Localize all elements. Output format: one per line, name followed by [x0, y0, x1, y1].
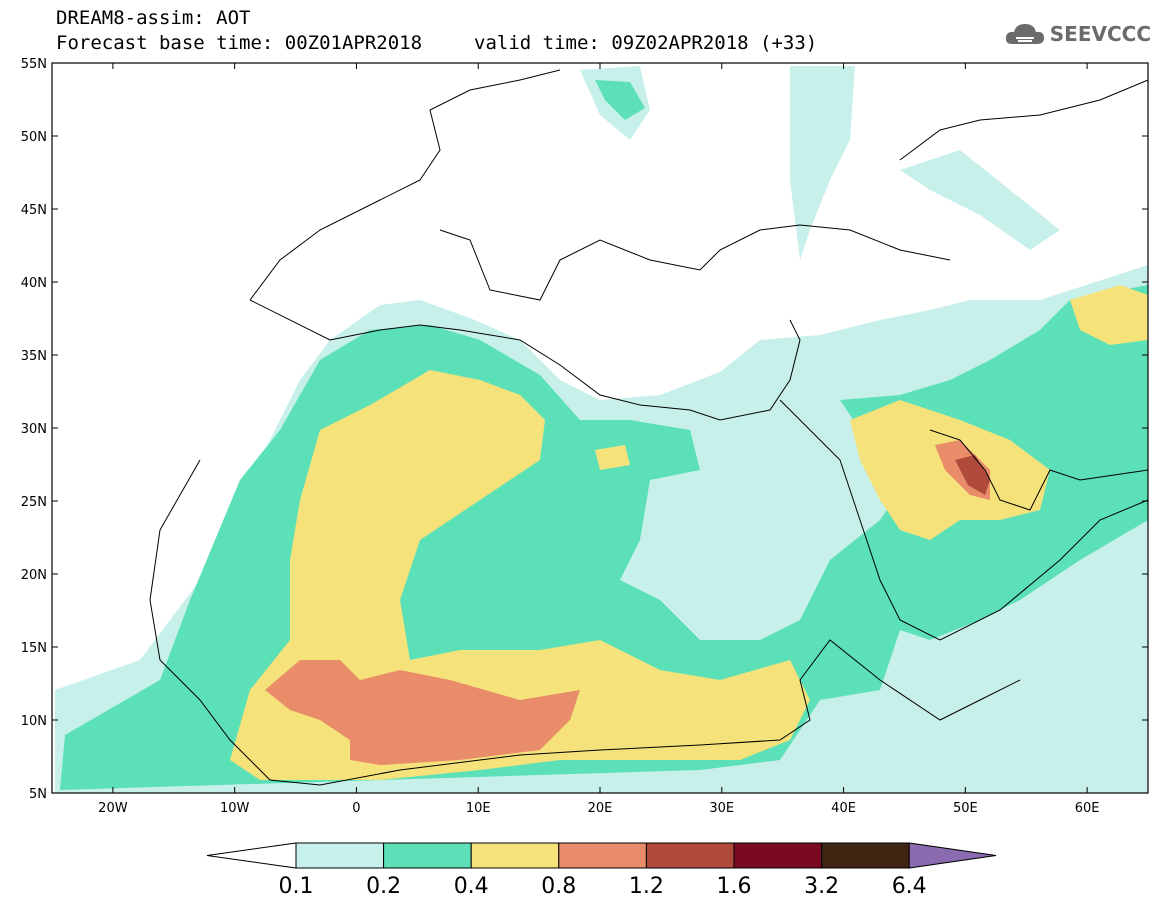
aot-contour-0.8	[265, 660, 580, 765]
colorbar-swatch	[558, 842, 647, 869]
lon-tick-label: 60E	[1075, 801, 1100, 816]
lat-tick-label: 35N	[21, 349, 47, 364]
cloud-icon	[1005, 24, 1044, 44]
lat-tick-label: 25N	[21, 495, 47, 510]
colorbar-swatch	[733, 842, 823, 869]
colorbar-level-label: 0.1	[279, 874, 314, 899]
map-title: DREAM8-assim: AOT	[56, 7, 251, 29]
latitude-labels: 55N 50N 45N 40N 35N 30N 25N 20N 15N 10N 5N	[21, 57, 47, 802]
colorbar-level-label: 6.4	[892, 874, 927, 899]
lat-tick-label: 15N	[21, 641, 47, 656]
colorbar-level-label: 3.2	[804, 874, 839, 899]
colorbar-swatch	[470, 842, 560, 869]
colorbar	[206, 842, 997, 869]
colorbar-swatch	[645, 842, 735, 869]
lon-tick-label: 20E	[588, 801, 613, 816]
aot-contour-0.1	[900, 150, 1060, 250]
colorbar-level-label: 1.6	[717, 874, 752, 899]
aot-field	[52, 63, 1148, 793]
lon-tick-label: 10W	[220, 801, 250, 816]
aot-contour-0.4	[1070, 285, 1148, 345]
lon-tick-label: 10E	[466, 801, 491, 816]
lat-tick-label: 30N	[21, 422, 47, 437]
lon-tick-label: 20W	[98, 801, 128, 816]
colorbar-swatch	[383, 842, 472, 869]
lon-tick-label: 50E	[953, 801, 978, 816]
coastlines	[149, 69, 1148, 786]
colorbar-swatch	[295, 842, 385, 869]
colorbar-level-label: 0.2	[366, 874, 401, 899]
aot-contour-0.1	[790, 66, 855, 260]
colorbar-level-label: 1.2	[629, 874, 664, 899]
forecast-times: Forecast base time: 00Z01APR2018 valid ti…	[56, 33, 817, 53]
longitude-labels: 20W 10W 0 10E 20E 30E 40E 50E 60E	[98, 801, 1099, 816]
colorbar-labels: 0.1 0.2 0.4 0.8 1.2 1.6 3.2 6.4	[279, 874, 927, 899]
aot-contour-0.2	[595, 80, 645, 120]
lon-tick-label: 0	[352, 801, 360, 816]
axis-ticks	[52, 62, 1148, 794]
colorbar-over-arrow	[908, 842, 997, 869]
base-time: Forecast base time: 00Z01APR2018	[56, 32, 423, 54]
lat-tick-label: 50N	[21, 130, 47, 145]
aot-contour-1.2	[955, 455, 990, 495]
seevccc-logo: SEEVCCC	[1004, 20, 1151, 48]
lon-tick-label: 30E	[709, 801, 734, 816]
lat-tick-label: 45N	[21, 203, 47, 218]
colorbar-under-arrow	[206, 842, 297, 869]
lon-tick-label: 40E	[831, 801, 856, 816]
lat-tick-label: 55N	[21, 57, 47, 72]
aot-contour-0.4	[595, 445, 630, 470]
lat-tick-label: 20N	[21, 568, 47, 583]
colorbar-swatch	[821, 842, 910, 869]
valid-time: valid time: 09Z02APR2018 (+33)	[474, 32, 818, 54]
lat-tick-label: 5N	[29, 787, 47, 802]
colorbar-level-label: 0.4	[454, 874, 489, 899]
logo-text: SEEVCCC	[1049, 22, 1151, 46]
lat-tick-label: 10N	[21, 714, 47, 729]
colorbar-level-label: 0.8	[541, 874, 576, 899]
lat-tick-label: 40N	[21, 276, 47, 291]
